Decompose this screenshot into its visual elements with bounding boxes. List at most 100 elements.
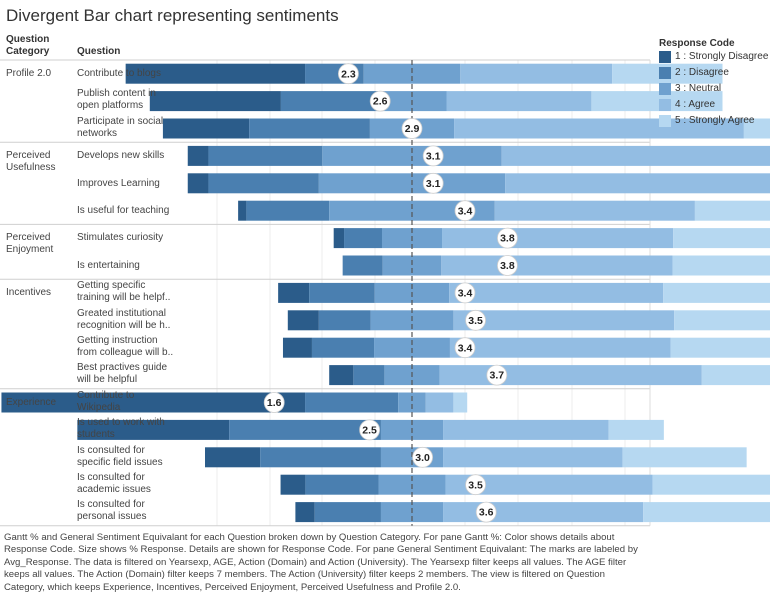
bar-row0-code3 xyxy=(363,63,461,84)
bar-row5-code2 xyxy=(246,200,330,221)
score-marker-2 xyxy=(401,118,423,139)
bar-row16-code2 xyxy=(314,502,381,523)
question-label-13: Is used to work with students xyxy=(77,417,165,441)
question-label-4: Improves Learning xyxy=(77,177,160,189)
bar-row11-code1 xyxy=(329,365,354,386)
score-marker-13 xyxy=(359,419,381,441)
bar-row9-code2 xyxy=(318,310,371,331)
bar-row6-code2 xyxy=(344,228,382,249)
bar-row15-code4 xyxy=(445,474,653,495)
score-label-0: 2.3 xyxy=(341,68,356,80)
question-label-16: Is consulted for personal issues xyxy=(77,499,147,523)
bar-row9-code5 xyxy=(674,310,770,331)
bar-row8-code1 xyxy=(278,282,310,303)
bar-row3-code4 xyxy=(501,145,770,166)
bar-row14-code2 xyxy=(260,447,381,468)
score-label-16: 3.6 xyxy=(479,507,494,519)
bar-row11-code2 xyxy=(353,365,385,386)
bar-row8-code2 xyxy=(309,282,375,303)
legend-swatch-3 xyxy=(659,83,671,95)
score-marker-7 xyxy=(496,255,518,276)
question-label-10: Getting instruction from colleague will b… xyxy=(77,335,174,358)
score-marker-9 xyxy=(465,309,487,331)
score-marker-1 xyxy=(369,90,391,112)
bar-row13-code4 xyxy=(443,419,609,440)
bar-row8-code4 xyxy=(449,282,664,303)
bar-row10-code2 xyxy=(311,337,375,358)
bar-row4-code4 xyxy=(505,173,770,194)
score-label-12: 1.6 xyxy=(267,397,282,409)
question-label-3: Develops new skills xyxy=(77,150,165,162)
bar-row9-code1 xyxy=(287,310,319,331)
category-label-2: Perceived Enjoyment xyxy=(6,232,54,256)
bar-row7-code5 xyxy=(672,255,770,276)
score-marker-6 xyxy=(496,227,518,249)
bar-row14-code4 xyxy=(443,447,623,468)
divergent-bar-chart: 2.3 2.6 2.9 3.1 3.1 3.4 3.8 3.8 3.4 3.5 3.4 3.7 1.6 2… xyxy=(0,59,770,527)
bar-row11-code5 xyxy=(701,365,770,386)
bar-row12-code4 xyxy=(425,392,454,413)
category-label-4: Experience xyxy=(6,396,57,408)
bar-row1-code2 xyxy=(280,91,378,112)
bar-row5-code4 xyxy=(494,200,695,221)
question-label-8: Getting specific training will be helpf.. xyxy=(77,280,171,304)
question-label-2: Participate in social networks xyxy=(77,115,164,139)
score-label-15: 3.5 xyxy=(468,479,483,491)
category-label-0: Profile 2.0 xyxy=(6,68,52,79)
score-marker-8 xyxy=(454,282,476,304)
bar-row4-code2 xyxy=(208,173,319,194)
bar-row0-code1 xyxy=(125,63,306,84)
score-label-8: 3.4 xyxy=(458,288,473,300)
bar-row11-code4 xyxy=(439,365,702,386)
bar-row1-code5 xyxy=(591,91,723,112)
score-label-4: 3.1 xyxy=(426,178,441,190)
bar-row12-code5 xyxy=(453,392,468,413)
bar-row13-code1 xyxy=(77,419,230,440)
score-label-13: 2.5 xyxy=(362,425,377,437)
score-label-1: 2.6 xyxy=(373,96,388,108)
question-label-5: Is useful for teaching xyxy=(77,205,170,216)
question-label-15: Is consulted for academic issues xyxy=(77,472,151,495)
bar-row0-code4 xyxy=(460,63,613,84)
score-marker-14 xyxy=(412,446,434,468)
score-label-10: 3.4 xyxy=(458,342,473,354)
bar-row3-code1 xyxy=(187,145,209,166)
bar-row10-code5 xyxy=(670,337,770,358)
legend-swatch-4 xyxy=(659,99,671,111)
score-marker-12 xyxy=(263,392,285,413)
column-header-question: Question xyxy=(77,46,121,57)
bar-row1-code1 xyxy=(149,91,281,112)
bar-row7-code4 xyxy=(441,255,673,276)
bar-row5-code1 xyxy=(238,200,247,221)
score-marker-3 xyxy=(422,145,444,167)
bar-row2-code5 xyxy=(743,118,770,139)
score-marker-5 xyxy=(454,200,476,222)
score-marker-15 xyxy=(465,474,487,496)
legend-label-2: 2 : Disagree xyxy=(675,67,729,78)
question-label-11: Best practives guide will be helpful xyxy=(77,362,168,386)
question-label-14: Is consulted for specific field issues xyxy=(77,444,163,468)
category-label-1: Perceived Usefulness xyxy=(6,150,56,174)
bar-row3-code2 xyxy=(208,145,323,166)
legend-title: Response Code xyxy=(659,38,735,49)
bar-row13-code2 xyxy=(229,419,381,440)
bar-row3-code3 xyxy=(322,145,502,166)
score-label-11: 3.7 xyxy=(489,370,504,382)
score-marker-11 xyxy=(486,364,508,386)
score-label-6: 3.8 xyxy=(500,233,515,245)
question-label-12: Contribute to Wikipedia xyxy=(77,389,135,413)
bar-row10-code3 xyxy=(374,337,450,358)
bar-row2-code1 xyxy=(162,118,250,139)
question-label-7: Is entertaining xyxy=(77,259,140,271)
score-label-7: 3.8 xyxy=(500,260,515,272)
bar-row1-code4 xyxy=(446,91,592,112)
bar-row2-code2 xyxy=(249,118,370,139)
score-marker-0 xyxy=(337,63,359,85)
score-label-9: 3.5 xyxy=(468,315,483,327)
legend-label-4: 4 : Agree xyxy=(675,99,716,110)
score-label-5: 3.4 xyxy=(458,205,473,217)
legend-swatch-5 xyxy=(659,115,671,127)
question-label-6: Stimulates curiosity xyxy=(77,232,164,244)
legend-label-5: 5 : Strongly Agree xyxy=(675,115,755,126)
bar-row15-code5 xyxy=(652,474,770,495)
